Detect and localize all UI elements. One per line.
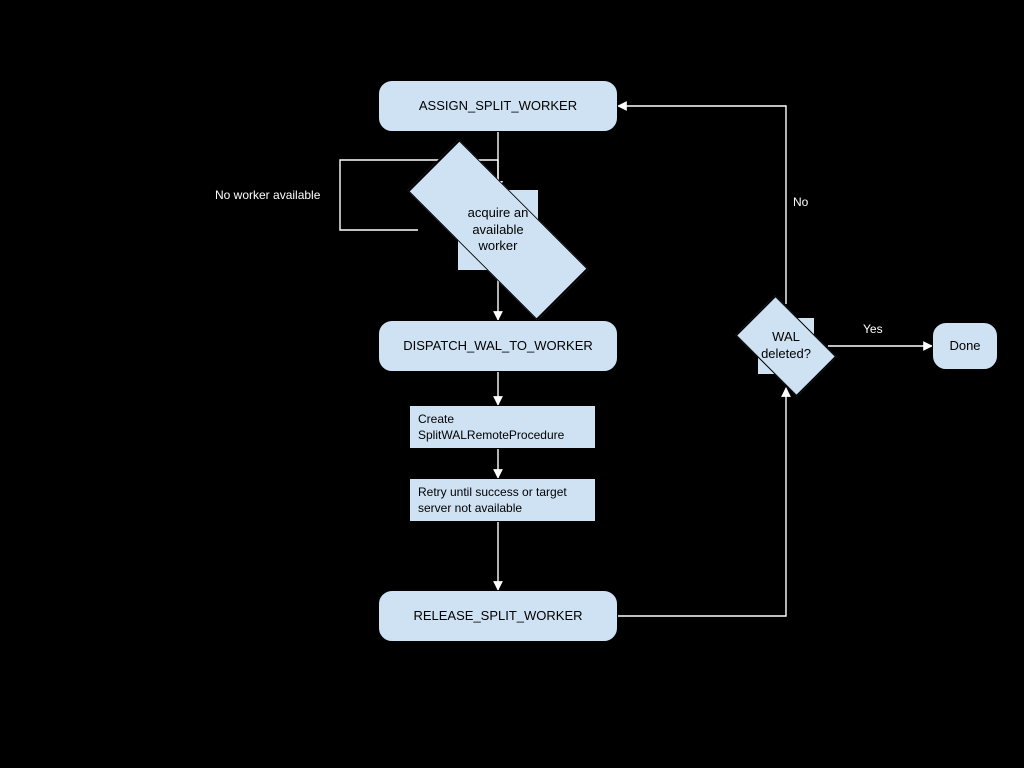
node-assign-split-worker: ASSIGN_SPLIT_WORKER bbox=[378, 80, 618, 132]
node-label: CreateSplitWALRemoteProcedure bbox=[418, 412, 564, 443]
edge-label-yes: Yes bbox=[863, 322, 883, 336]
node-label: Done bbox=[949, 338, 980, 355]
edge-label-no-worker: No worker available bbox=[215, 188, 320, 202]
node-label: WALdeleted? bbox=[747, 318, 825, 374]
edge-e9 bbox=[618, 106, 786, 304]
node-acquire-worker: acquire anavailable worker bbox=[458, 190, 538, 270]
node-label: ASSIGN_SPLIT_WORKER bbox=[419, 98, 577, 115]
node-label: Retry until success or target server not… bbox=[418, 485, 587, 516]
node-wal-deleted: WALdeleted? bbox=[758, 318, 814, 374]
edge-e7 bbox=[618, 388, 786, 616]
edge-label-no: No bbox=[793, 195, 808, 209]
node-release-split-worker: RELEASE_SPLIT_WORKER bbox=[378, 590, 618, 642]
node-create-split-wal-remote-procedure: CreateSplitWALRemoteProcedure bbox=[409, 405, 596, 449]
node-done: Done bbox=[932, 322, 998, 370]
node-label: DISPATCH_WAL_TO_WORKER bbox=[403, 338, 593, 355]
node-dispatch-wal-to-worker: DISPATCH_WAL_TO_WORKER bbox=[378, 320, 618, 372]
node-label: RELEASE_SPLIT_WORKER bbox=[413, 608, 582, 625]
node-label: acquire anavailable worker bbox=[442, 190, 554, 270]
node-retry-until-success: Retry until success or target server not… bbox=[409, 478, 596, 522]
